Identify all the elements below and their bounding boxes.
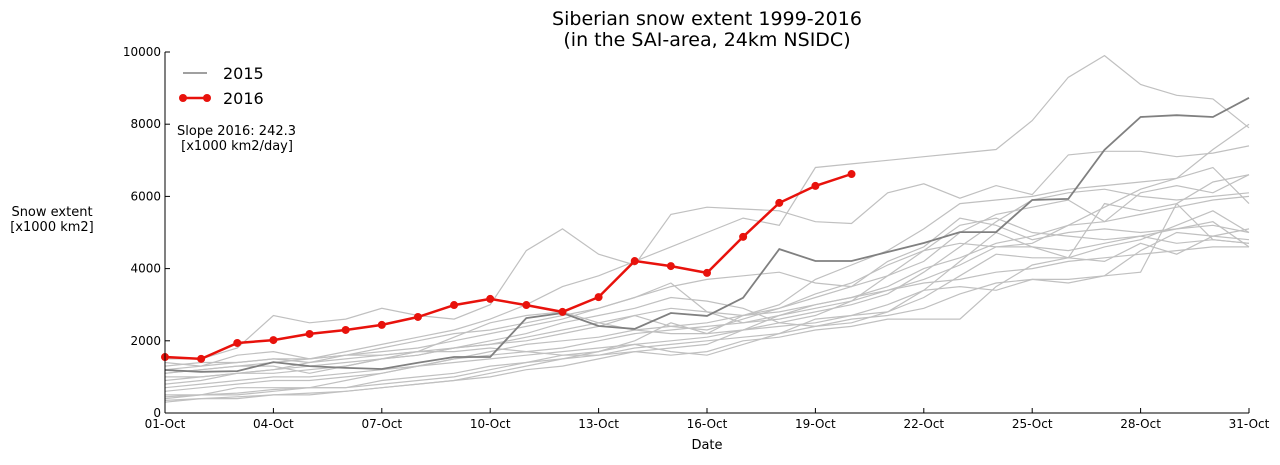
data-point-2016 <box>594 293 603 302</box>
x-tick-label: 10-Oct <box>470 417 511 431</box>
x-tick-label: 16-Oct <box>687 417 728 431</box>
highlight-lines <box>161 97 1250 373</box>
y-tick-label: 8000 <box>130 117 161 131</box>
background-year-line <box>164 174 1250 382</box>
data-point-2016 <box>413 312 422 321</box>
background-year-line <box>164 210 1250 401</box>
chart-title-line2: (in the SAI-area, 24km NSIDC) <box>563 29 850 51</box>
data-point-2016 <box>269 336 278 345</box>
background-year-line <box>164 188 1250 389</box>
x-tick-label: 28-Oct <box>1120 417 1161 431</box>
y-axis-label-line1: Snow extent <box>11 205 92 220</box>
background-year-line <box>164 246 1249 398</box>
x-tick-label: 01-Oct <box>145 417 186 431</box>
x-tick-label: 04-Oct <box>253 417 294 431</box>
data-point-2016 <box>775 198 784 207</box>
legend-marker-2016 <box>179 94 187 102</box>
series-line-2016 <box>164 172 852 361</box>
slope-annotation-line2: [x1000 km2/day] <box>177 139 293 154</box>
y-tick-label: 6000 <box>130 189 161 203</box>
data-point-2016 <box>739 232 748 241</box>
data-point-2016 <box>522 301 531 310</box>
legend-label-2016: 2016 <box>223 89 264 108</box>
x-tick-label: 25-Oct <box>1012 417 1053 431</box>
data-point-2016 <box>847 170 856 179</box>
x-tick-label: 31-Oct <box>1229 417 1270 431</box>
x-axis-label: Date <box>691 438 722 453</box>
y-axis-label-line2: [x1000 km2] <box>10 220 94 235</box>
axes: 0 2000 4000 6000 8000 10000 01-Oct 04-Oct 07-Oct… <box>123 45 1270 431</box>
background-year-line <box>165 202 1250 378</box>
data-point-2016 <box>305 329 314 338</box>
y-tick-label: 4000 <box>130 262 161 276</box>
background-year-line <box>164 123 1250 374</box>
y-tick-label: 0 <box>153 406 161 420</box>
legend-label-2015: 2015 <box>223 64 264 83</box>
data-point-2016 <box>197 354 206 363</box>
background-year-line <box>164 231 1250 400</box>
background-year-line <box>164 54 1250 367</box>
data-point-2016 <box>703 268 711 277</box>
background-year-line <box>164 174 1250 371</box>
legend-marker-2016 <box>203 94 211 102</box>
data-point-2016 <box>450 301 459 310</box>
background-year-line <box>165 145 1250 360</box>
y-tick-label: 10000 <box>123 45 161 59</box>
data-point-2016 <box>558 307 567 316</box>
data-point-2016 <box>630 257 639 266</box>
data-point-2016 <box>666 262 675 271</box>
data-point-2016 <box>233 338 242 347</box>
series-line-2015 <box>164 97 1250 373</box>
chart-title-line1: Siberian snow extent 1999-2016 <box>552 8 862 30</box>
legend: 2015 2016 <box>179 64 264 108</box>
x-tick-label: 13-Oct <box>578 417 619 431</box>
x-tick-label: 19-Oct <box>795 417 836 431</box>
background-years-lines <box>164 54 1250 403</box>
data-point-2016 <box>341 325 350 334</box>
y-tick-label: 2000 <box>130 334 161 348</box>
background-year-line <box>164 235 1250 392</box>
x-tick-label: 07-Oct <box>361 417 402 431</box>
slope-annotation-line1: Slope 2016: 242.3 <box>177 124 296 139</box>
x-tick-label: 22-Oct <box>903 417 944 431</box>
data-point-2016 <box>377 320 386 329</box>
data-point-2016 <box>811 181 820 190</box>
data-point-2016 <box>486 294 495 303</box>
